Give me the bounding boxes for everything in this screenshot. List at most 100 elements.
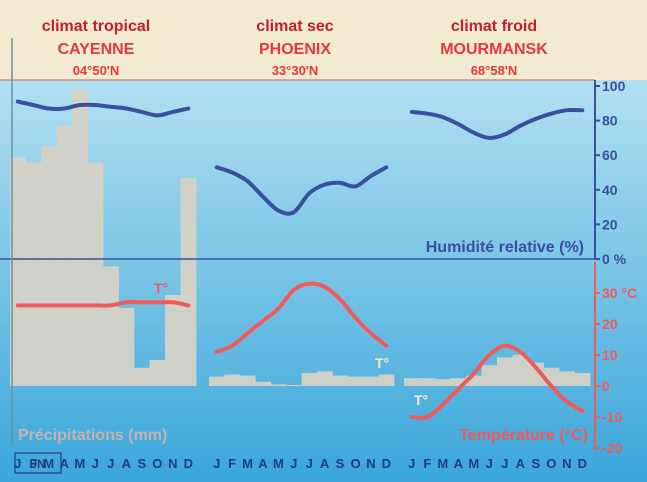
precip-bar [574,373,591,386]
precip-bar [224,374,241,386]
humidity-tick-label: 40 [602,182,618,198]
humidity-axis-label: Humidité relative (%) [426,239,584,256]
humidity-tick-label: 20 [602,216,618,232]
precip-bar [41,146,57,386]
temperature-line [15,300,191,308]
month-tick-label: J [486,456,493,471]
precip-bar [239,375,256,386]
logo-frame [14,452,62,474]
precip-bar [87,162,104,386]
humidity-line [15,99,191,118]
month-tick-label: S [137,456,146,471]
panel-3-climate: climat froid [451,18,537,35]
precip-bar [404,378,420,386]
temperature-tick-label: -20 [602,440,622,456]
precip-bar [466,375,482,386]
precip-bar [332,375,349,386]
precip-bar [149,360,166,386]
temp-marker-mourmansk: T° [414,392,428,408]
precip-bar [316,371,333,386]
humidity-line [214,165,389,216]
precip-bar [378,374,395,386]
precip-bar [497,357,513,386]
month-tick-label: M [437,456,448,471]
temperature-tick-label: 0 [602,378,610,394]
precip-bar [56,126,73,386]
precip-bar [103,266,119,386]
month-tick-label: A [516,456,526,471]
temperature-line [409,343,585,420]
precip-bar [270,384,287,386]
month-tick-label: J [290,456,297,471]
month-tick-label: J [306,456,313,471]
month-tick-label: A [320,456,330,471]
temp-marker-phoenix: T° [375,355,389,371]
panel-3-latitude: 68°58'N [471,63,518,78]
panel-1-climate: climat tropical [42,18,150,35]
month-tick-label: A [122,456,132,471]
humidity-tick-label: 60 [602,147,618,163]
month-tick-label: N [366,456,375,471]
temperature-tick-label: 30 °C [602,285,637,301]
humidity-tick-label: 100 [602,78,626,94]
humidity-line [409,107,585,140]
precip-bar [209,376,225,386]
precip-bar [363,376,379,386]
precip-bar [450,378,467,386]
precip-bar [134,367,150,386]
precip-bar [165,295,181,386]
month-tick-label: O [350,456,360,471]
panel-2-climate: climat sec [256,18,333,35]
panel-2-city: PHOENIX [259,41,331,58]
temperature-tick-label: -10 [602,409,622,425]
month-tick-label: D [382,456,391,471]
month-tick-label: N [562,456,571,471]
panel-2-latitude: 33°30'N [272,63,319,78]
month-tick-label: F [423,456,431,471]
precip-bar [559,371,575,386]
precip-bar [286,385,302,386]
month-tick-label: F [29,456,37,471]
header-band [0,0,647,80]
precipitation-axis-label: Précipitations (mm) [18,427,167,444]
month-tick-label: A [60,456,70,471]
right-axes: 0 % 20 40 60 80 100 -20 -10 0 10 20 30 °C [594,78,637,456]
precip-bar [347,376,364,386]
month-tick-label: M [74,456,85,471]
month-tick-label: M [43,456,54,471]
month-tick-label: N [168,456,177,471]
month-tick-label: M [242,456,253,471]
panel-1-city: CAYENNE [58,41,135,58]
temperature-tick-label: 10 [602,347,618,363]
month-tick-label: J [213,456,220,471]
humidity-tick-label: 80 [602,113,618,129]
month-tick-label: M [468,456,479,471]
series-lines [15,99,585,420]
month-tick-label: O [152,456,162,471]
precip-bar [419,378,436,386]
precip-bar [512,354,529,386]
temp-marker-cayenne: T° [154,280,168,296]
precip-bar [25,162,42,386]
precip-bar [180,178,197,386]
month-tick-label: D [578,456,587,471]
precip-bar [10,157,26,386]
month-tick-label: F [228,456,236,471]
month-tick-label: J [14,456,21,471]
chart-dividers [0,38,595,445]
panel-3-city: MOURMANSK [440,41,548,58]
humidity-tick-label: 0 % [602,251,627,267]
month-tick-label: M [273,456,284,471]
precip-bar [72,89,88,386]
temperature-line [214,281,389,354]
temperature-axis-label: Température (°C) [459,427,588,444]
month-tick-label: J [501,456,508,471]
precip-bar [301,373,318,386]
precip-bar [435,379,451,386]
month-tick-label: J [92,456,99,471]
month-tick-label: J [107,456,114,471]
precipitation-bars [10,89,591,386]
